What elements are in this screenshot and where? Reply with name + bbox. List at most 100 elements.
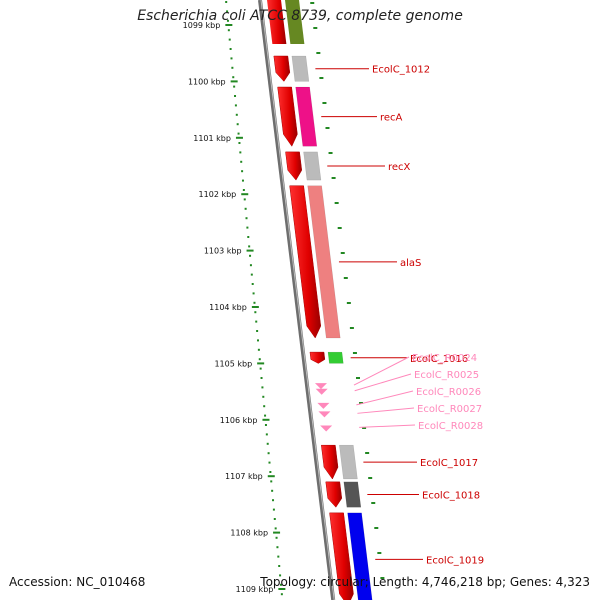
cds-partial-forward[interactable] — [267, 0, 287, 44]
scale-dot — [265, 433, 268, 436]
scale-dot — [258, 358, 261, 361]
cds-function-bar[interactable] — [295, 86, 318, 147]
kbp-tick — [262, 418, 270, 421]
scale-dot — [274, 527, 277, 530]
cds-arrow[interactable] — [285, 151, 303, 181]
kbp-tick-label: 1106 kbp — [220, 416, 258, 425]
kbp-tick-label: 1099 kbp — [183, 21, 221, 30]
genome-backbone — [258, 0, 336, 600]
scale-dot — [246, 226, 249, 229]
kbp-tick — [267, 475, 275, 478]
gene-label[interactable]: EcolC_1018 — [422, 491, 480, 502]
cds-function-bar[interactable] — [307, 185, 341, 339]
scale-dot — [259, 367, 262, 370]
scale-dot — [243, 198, 246, 201]
accession-info: Accession: NC_010468 — [9, 575, 145, 589]
scale-dot — [245, 217, 248, 220]
gene-label[interactable]: EcolC_R0024 — [412, 353, 477, 364]
scale-dot — [239, 151, 242, 154]
outer-ring-dot — [337, 227, 342, 229]
kbp-tick-label: 1104 kbp — [209, 303, 247, 312]
label-leader — [354, 373, 412, 392]
gene-label[interactable]: EcolC_R0028 — [418, 421, 483, 432]
rna-marker[interactable] — [314, 383, 327, 390]
gene-label[interactable]: EcolC_1012 — [372, 65, 430, 76]
cds-function-bar[interactable] — [327, 351, 344, 364]
accession-label: Accession: — [9, 575, 73, 589]
gene-label[interactable]: alaS — [400, 258, 421, 269]
gene-label[interactable]: EcolC_1016 — [410, 354, 468, 365]
scale-dot — [236, 123, 239, 126]
outer-ring-dot — [362, 427, 367, 429]
outer-ring-dot — [328, 152, 333, 154]
scale-dot — [233, 85, 236, 88]
outer-ring-dot — [316, 52, 321, 54]
scale-dot — [232, 76, 235, 79]
kbp-tick — [257, 362, 265, 365]
topology-value: circular — [320, 575, 365, 589]
gene-label[interactable]: recA — [380, 113, 403, 124]
cds-arrow[interactable] — [309, 351, 326, 364]
scale-dot — [251, 283, 254, 285]
label-leader — [353, 356, 410, 386]
cds-function-bar[interactable] — [339, 444, 358, 480]
outer-ring-dot — [343, 277, 348, 279]
kbp-tick-label: 1102 kbp — [199, 190, 237, 199]
cds-function-bar[interactable] — [291, 55, 310, 82]
gene-label[interactable]: EcolC_R0027 — [417, 404, 482, 415]
cds-partial-function[interactable] — [285, 0, 305, 44]
label-leader — [359, 424, 416, 428]
outer-ring-dot — [349, 327, 354, 329]
scale-dot — [250, 273, 253, 276]
scale-dot — [271, 489, 274, 492]
cds-arrow[interactable] — [273, 55, 291, 82]
length-label: Length: — [372, 575, 419, 589]
cds-arrow[interactable] — [325, 481, 343, 508]
scale-dot — [256, 330, 259, 332]
scale-dot — [249, 264, 252, 267]
kbp-tick — [241, 193, 249, 196]
scale-dot — [230, 57, 233, 60]
kbp-tick-label: 1107 kbp — [225, 472, 263, 481]
cds-arrow[interactable] — [321, 444, 339, 480]
cds-function-bar[interactable] — [303, 151, 322, 181]
scale-dot — [255, 320, 258, 323]
scale-dot — [256, 339, 259, 342]
scale-dot — [226, 19, 229, 22]
kbp-tick — [278, 588, 286, 590]
rna-marker[interactable] — [317, 402, 330, 409]
rna-marker[interactable] — [320, 425, 333, 432]
scale-dot — [261, 386, 264, 389]
outer-ring-dot — [319, 77, 324, 79]
scale-dot — [252, 292, 255, 295]
outer-ring-dot — [325, 127, 330, 129]
kbp-tick-label: 1101 kbp — [193, 134, 231, 143]
outer-ring-dot — [340, 252, 345, 254]
kbp-tick — [273, 531, 281, 534]
gene-label[interactable]: EcolC_1017 — [420, 458, 478, 469]
length-value: 4,746,218 bp — [421, 575, 502, 589]
genes-label: Genes: — [509, 575, 552, 589]
rna-marker[interactable] — [318, 411, 331, 418]
cds-function-bar[interactable] — [347, 512, 373, 600]
gene-label[interactable]: recX — [388, 162, 411, 173]
scale-dot — [228, 38, 231, 41]
kbp-tick — [235, 136, 243, 139]
outer-ring-dot — [355, 377, 360, 379]
scale-dot — [229, 48, 232, 50]
outer-ring-dot — [374, 527, 379, 529]
rna-marker[interactable] — [315, 388, 328, 395]
scale-dot — [275, 536, 278, 539]
gene-label[interactable]: EcolC_R0025 — [414, 370, 479, 381]
cds-function-bar[interactable] — [343, 481, 362, 508]
cds-arrow[interactable] — [289, 185, 322, 339]
scale-dot — [266, 442, 269, 445]
scale-dot — [231, 66, 234, 69]
scale-dot — [235, 113, 238, 116]
gene-label[interactable]: EcolC_R0026 — [416, 387, 481, 398]
genome-stats: Topology: circular; Length: 4,746,218 bp… — [260, 575, 590, 589]
gene-label[interactable]: EcolC_1019 — [426, 555, 484, 566]
scale-dot — [247, 236, 250, 238]
cds-arrow[interactable] — [277, 86, 298, 147]
